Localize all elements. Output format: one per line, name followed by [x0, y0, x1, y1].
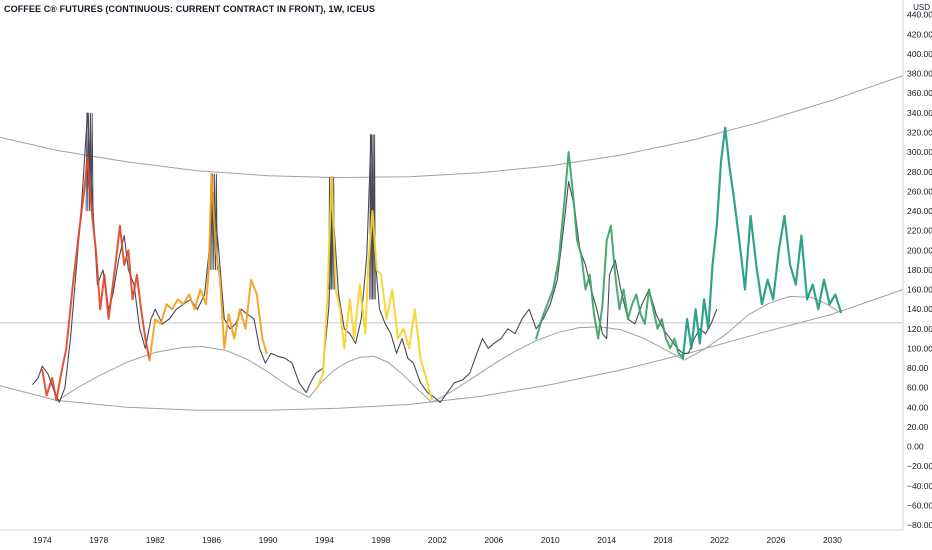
- price-tick-label: 280.00: [907, 167, 932, 177]
- cycle-series-2[interactable]: [148, 172, 268, 362]
- cycle-series-layer: [41, 126, 843, 402]
- price-tick-label: 200.00: [907, 245, 932, 255]
- price-tick-label: 100.00: [907, 343, 932, 353]
- price-tick-label: 120.00: [907, 324, 932, 334]
- price-tick-label: 160.00: [907, 285, 932, 295]
- price-tick-label: 400.00: [907, 49, 932, 59]
- time-tick-label: 1982: [146, 535, 165, 545]
- time-tick-label: 2010: [541, 535, 560, 545]
- price-tick-label: 360.00: [907, 88, 932, 98]
- price-tick-label: 40.00: [907, 402, 929, 412]
- time-tick-label: 1990: [259, 535, 278, 545]
- price-tick-label: 300.00: [907, 147, 932, 157]
- cycle-arc-3[interactable]: [431, 326, 685, 403]
- time-tick-label: 1994: [315, 535, 334, 545]
- price-tick-label: 140.00: [907, 304, 932, 314]
- upper-envelope-curve[interactable]: [0, 75, 904, 179]
- price-axis[interactable]: −80.00 −60.00 −40.00 −20.00 0.00 20.00 40.00 60…: [902, 0, 932, 530]
- price-tick-label: 60.00: [907, 383, 929, 393]
- time-tick-label: 2022: [710, 535, 729, 545]
- time-tick-label: 2026: [767, 535, 786, 545]
- price-tick-label: 440.00: [907, 10, 932, 20]
- price-tick-label: −20.00: [907, 461, 932, 471]
- cycle-arc-1[interactable]: [57, 345, 310, 401]
- cycle-arc-2[interactable]: [308, 355, 433, 403]
- time-tick-label: 2002: [428, 535, 447, 545]
- price-tick-label: 180.00: [907, 265, 932, 275]
- price-tick-label: 380.00: [907, 69, 932, 79]
- symbol-title[interactable]: COFFEE C® FUTURES (CONTINUOUS: CURRENT C…: [4, 4, 375, 14]
- time-tick-label: 1998: [371, 535, 390, 545]
- cycle-series-3[interactable]: [316, 175, 433, 401]
- time-tick-label: 2006: [484, 535, 503, 545]
- time-tick-label: 1986: [202, 535, 221, 545]
- currency-label: USD: [913, 3, 930, 12]
- time-tick-label: 2014: [597, 535, 616, 545]
- price-tick-label: 220.00: [907, 226, 932, 236]
- price-tick-label: 80.00: [907, 363, 929, 373]
- cycle-series-1[interactable]: [41, 156, 151, 402]
- price-tick-label: 20.00: [907, 422, 929, 432]
- lower-envelope-curve[interactable]: [0, 289, 904, 411]
- price-spike-2: [369, 134, 376, 300]
- price-tick-label: −40.00: [907, 481, 932, 491]
- time-tick-label: 2018: [654, 535, 673, 545]
- price-tick-label: 340.00: [907, 108, 932, 118]
- price-line[interactable]: [32, 112, 718, 403]
- price-tick-label: −60.00: [907, 500, 932, 510]
- cycle-envelope-layer: [0, 75, 904, 411]
- price-spike-1: [85, 112, 94, 212]
- price-tick-label: 240.00: [907, 206, 932, 216]
- cycle-series-4[interactable]: [535, 151, 684, 360]
- price-tick-label: 260.00: [907, 186, 932, 196]
- time-tick-label: 2030: [823, 535, 842, 545]
- time-tick-label: 1974: [33, 535, 52, 545]
- cycle-series-5[interactable]: [681, 126, 843, 360]
- time-tick-label: 1978: [89, 535, 108, 545]
- price-tick-label: 320.00: [907, 128, 932, 138]
- price-tick-label: −80.00: [907, 520, 932, 530]
- price-tick-label: 0.00: [907, 442, 924, 452]
- time-axis[interactable]: 1974 1978 1982 1986 1990 1994 1998 2002 2006 2010…: [0, 529, 903, 545]
- price-tick-label: 420.00: [907, 29, 932, 39]
